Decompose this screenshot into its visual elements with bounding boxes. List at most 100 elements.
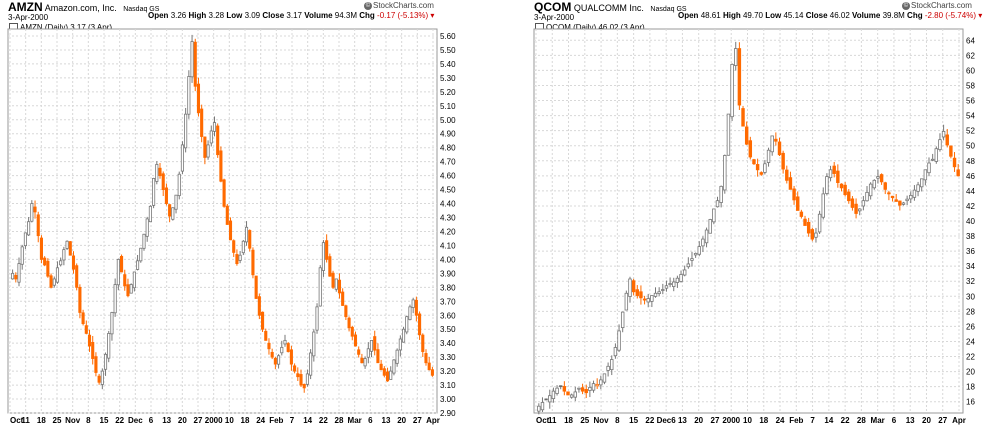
qcom-symbol: QCOM bbox=[534, 0, 572, 14]
qcom-candle bbox=[854, 198, 858, 219]
qcom-candle-body bbox=[941, 130, 946, 138]
amzn-candle-body bbox=[337, 279, 342, 294]
qcom-close: 46.02 bbox=[829, 11, 850, 20]
qcom-candle-body bbox=[620, 311, 625, 329]
amzn-candle bbox=[232, 239, 236, 257]
amzn-candle-body bbox=[257, 296, 261, 316]
amzn-candle-body bbox=[132, 271, 136, 289]
amzn-candle bbox=[421, 333, 425, 357]
amzn-candle-body bbox=[296, 373, 300, 378]
qcom-candle-body bbox=[723, 155, 727, 191]
qcom-chart-panel: QCOM QUALCOMM Inc. Nasdaq GS 3-Apr-2000 … bbox=[526, 0, 986, 429]
amzn-candle-body bbox=[405, 316, 409, 333]
amzn-candle-body bbox=[84, 325, 88, 334]
qcom-candle bbox=[668, 277, 672, 288]
amzn-candle-body bbox=[267, 342, 271, 350]
copyright-icon: © bbox=[902, 1, 910, 10]
qcom-date: 3-Apr-2000 bbox=[534, 13, 575, 22]
qcom-candle-body bbox=[734, 48, 738, 66]
qcom-candle bbox=[909, 191, 913, 204]
amzn-candle bbox=[113, 278, 117, 317]
amzn-candle bbox=[331, 270, 335, 290]
qcom-candle-body bbox=[610, 359, 614, 371]
amzn-candle bbox=[273, 356, 277, 370]
qcom-candle-body bbox=[872, 179, 877, 189]
amzn-y-tick-label: 4.70 bbox=[440, 158, 456, 167]
amzn-x-tick-label: Oct bbox=[10, 416, 24, 425]
amzn-candle bbox=[161, 171, 165, 197]
qcom-candle bbox=[664, 280, 669, 292]
qcom-candle-body bbox=[540, 402, 545, 411]
amzn-candle-body bbox=[315, 306, 319, 331]
qcom-candle-body bbox=[843, 184, 847, 196]
qcom-y-tick-label: 34 bbox=[966, 262, 975, 271]
qcom-candle bbox=[723, 154, 727, 194]
amzn-candle-body bbox=[158, 167, 162, 177]
qcom-x-tick-label: 14 bbox=[824, 416, 833, 425]
qcom-candle-body bbox=[653, 292, 658, 297]
qcom-candle-body bbox=[854, 203, 858, 214]
amzn-candle-body bbox=[392, 359, 396, 374]
qcom-candle-body bbox=[905, 198, 909, 202]
amzn-candle-body bbox=[14, 274, 18, 280]
qcom-candle-body bbox=[934, 148, 939, 162]
qcom-candle-body bbox=[861, 200, 866, 207]
amzn-y-tick-label: 3.50 bbox=[440, 325, 456, 334]
qcom-x-tick-label: Dec6 bbox=[657, 416, 677, 425]
amzn-candle-body bbox=[305, 373, 309, 385]
amzn-candle-body bbox=[49, 275, 53, 288]
qcom-y-tick-label: 44 bbox=[966, 187, 975, 196]
qcom-candle bbox=[781, 150, 785, 174]
qcom-candle bbox=[890, 195, 895, 202]
amzn-candle bbox=[11, 269, 15, 280]
copyright-icon: © bbox=[364, 1, 372, 10]
amzn-candle-body bbox=[264, 330, 268, 341]
qcom-x-tick-label: 10 bbox=[743, 416, 752, 425]
amzn-candle-body bbox=[235, 254, 239, 264]
amzn-candle bbox=[341, 288, 345, 306]
amzn-candle-body bbox=[277, 355, 281, 365]
amzn-candle-body bbox=[152, 178, 156, 206]
qcom-brand: © StockCharts.com bbox=[902, 1, 972, 10]
qcom-candle bbox=[628, 276, 632, 303]
amzn-candle-body bbox=[193, 41, 197, 87]
amzn-candle-body bbox=[17, 263, 21, 283]
amzn-candle bbox=[402, 326, 406, 343]
qcom-y-tick-label: 16 bbox=[966, 398, 975, 407]
qcom-candle bbox=[610, 355, 614, 376]
amzn-candle bbox=[427, 357, 431, 371]
qcom-candle-body bbox=[599, 379, 603, 386]
qcom-candle-body bbox=[741, 108, 745, 127]
amzn-candle bbox=[180, 141, 184, 175]
qcom-candle-body bbox=[788, 177, 793, 190]
qcom-candle bbox=[956, 163, 960, 177]
amzn-candle-body bbox=[196, 83, 201, 114]
qcom-header: QCOM QUALCOMM Inc. Nasdaq GS bbox=[534, 0, 687, 15]
qcom-y-tick-label: 42 bbox=[966, 202, 975, 211]
qcom-candle-body bbox=[774, 138, 778, 142]
amzn-candle-body bbox=[360, 357, 364, 364]
qcom-candle-body bbox=[890, 195, 895, 199]
amzn-y-tick-label: 3.00 bbox=[440, 395, 456, 404]
qcom-candle-body bbox=[624, 292, 629, 311]
qcom-candle-body bbox=[945, 134, 949, 146]
qcom-candle-body bbox=[770, 135, 774, 153]
amzn-candle bbox=[33, 200, 37, 219]
qcom-candle-body bbox=[708, 219, 712, 234]
amzn-candle bbox=[344, 304, 348, 320]
qcom-candle-body bbox=[810, 229, 815, 240]
amzn-candle-body bbox=[353, 334, 358, 347]
amzn-candle-body bbox=[318, 267, 322, 307]
amzn-candle bbox=[353, 331, 358, 347]
amzn-y-tick-label: 3.60 bbox=[440, 311, 456, 320]
amzn-candle-body bbox=[238, 254, 242, 261]
qcom-candle bbox=[752, 158, 756, 165]
amzn-candle bbox=[222, 178, 226, 208]
amzn-candle-body bbox=[293, 365, 297, 372]
amzn-candle bbox=[71, 251, 76, 274]
amzn-x-tick-label: 6 bbox=[149, 416, 154, 425]
qcom-exchange: Nasdaq GS bbox=[650, 6, 687, 13]
qcom-y-tick-label: 64 bbox=[966, 36, 975, 45]
qcom-x-tick-label: 25 bbox=[580, 416, 589, 425]
amzn-candle-body bbox=[270, 351, 274, 358]
